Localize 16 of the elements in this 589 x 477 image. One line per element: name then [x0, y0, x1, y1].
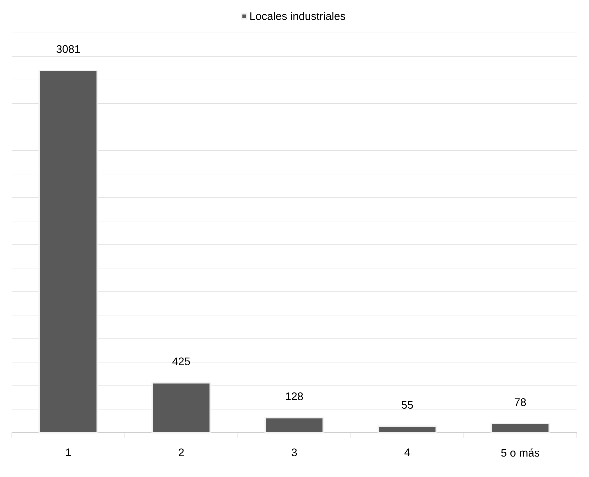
bar	[264, 417, 324, 434]
x-tick-label: 5 o más	[501, 448, 540, 457]
x-tick-label: 4	[404, 448, 410, 456]
x-tick-label: 2	[179, 448, 184, 456]
data-label: 55	[402, 401, 414, 409]
bar	[152, 382, 212, 434]
data-label: 3081	[56, 45, 80, 54]
bar	[378, 426, 438, 434]
x-tick-label: 3	[292, 448, 298, 457]
bar	[38, 70, 98, 434]
x-tick-label: 1	[66, 448, 72, 456]
bar	[490, 423, 550, 434]
data-label: 425	[172, 358, 190, 366]
data-label: 128	[286, 392, 304, 400]
legend-label: Locales industriales	[250, 12, 346, 20]
data-label: 78	[514, 398, 526, 406]
